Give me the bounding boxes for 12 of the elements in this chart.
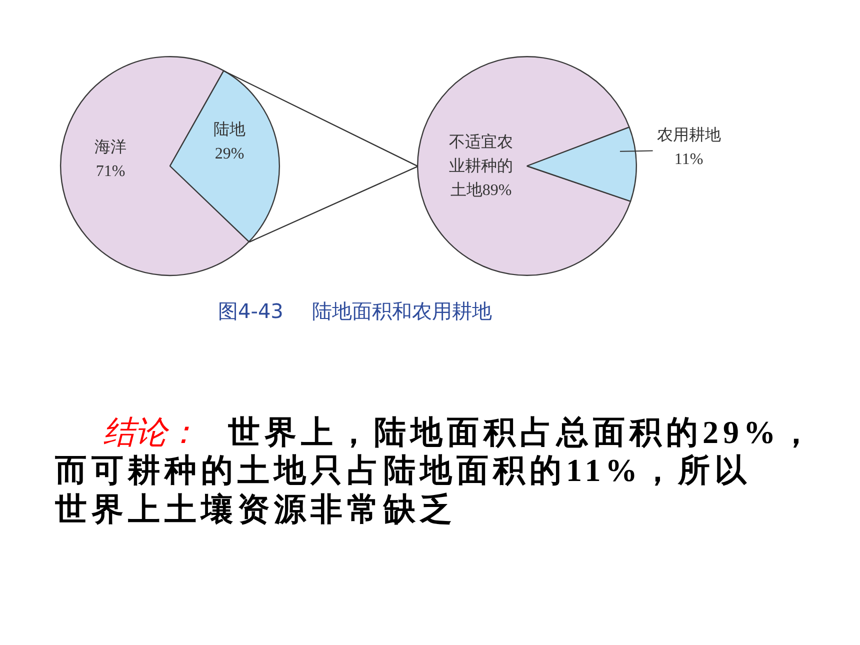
slice-label: 不适宜农业耕种的土地89% — [449, 133, 514, 200]
slice-label: 农用耕地 — [656, 126, 721, 144]
slice-label: 陆地 — [214, 120, 246, 138]
data-label: 29% — [214, 145, 244, 162]
text: 结论： — [103, 413, 199, 452]
text: 世界上，陆地面积占总面积的29%， — [228, 413, 816, 452]
text: 世界上土壤资源非常缺乏 — [55, 490, 456, 528]
caption: 图4-43 陆地面积和农用耕地 — [218, 299, 492, 323]
slice-label: 海洋 — [94, 138, 126, 156]
data-label: 71% — [96, 162, 126, 180]
text: 而可耕种的土地只占陆地面积的11%，所以 — [55, 451, 752, 490]
data-label: 11% — [674, 151, 704, 168]
